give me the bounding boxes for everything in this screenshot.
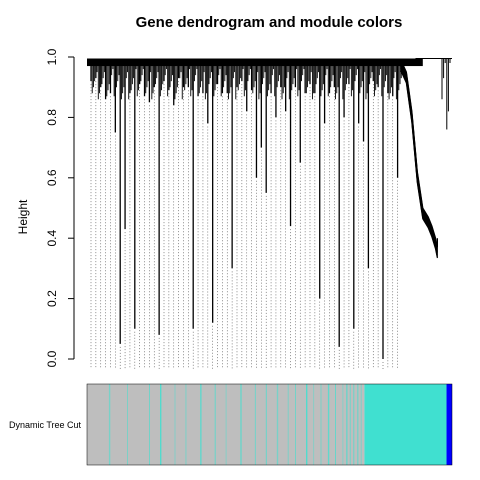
dendro-top-merge-band bbox=[87, 58, 423, 67]
module-stripe bbox=[287, 384, 289, 465]
module-color-band bbox=[86, 383, 453, 466]
module-stripe bbox=[306, 384, 308, 465]
module-stripe bbox=[240, 384, 242, 465]
module-stripe bbox=[320, 384, 322, 465]
leaf-guide-lines bbox=[90, 81, 398, 369]
chart-title: Gene dendrogram and module colors bbox=[136, 14, 403, 31]
y-tick-label: 0.2 bbox=[45, 290, 59, 307]
module-stripe bbox=[149, 384, 150, 465]
module-stripe bbox=[265, 384, 267, 465]
module-stripe bbox=[200, 384, 202, 465]
y-tick-label: 0.6 bbox=[45, 169, 59, 186]
y-axis-label: Height bbox=[16, 199, 30, 234]
dendro-cluster-curve bbox=[400, 59, 438, 248]
module-band-border bbox=[86, 383, 453, 466]
dendro-cluster-curve bbox=[400, 63, 438, 251]
module-stripe bbox=[357, 384, 359, 465]
module-stripe bbox=[185, 384, 187, 465]
module-segment-blue bbox=[446, 384, 452, 465]
module-stripe bbox=[108, 384, 111, 465]
dendro-cluster-curve bbox=[400, 70, 438, 259]
module-stripe bbox=[160, 384, 162, 465]
y-tick-label: 0.8 bbox=[45, 109, 59, 126]
dendro-cluster-curve bbox=[400, 62, 438, 250]
module-stripe bbox=[214, 384, 216, 465]
dendro-cluster-curve bbox=[400, 60, 438, 249]
y-tick-label: 1.0 bbox=[45, 48, 59, 65]
dendro-cluster-curve bbox=[400, 64, 438, 253]
module-stripe bbox=[127, 384, 128, 465]
module-stripe bbox=[254, 384, 256, 465]
module-stripe bbox=[327, 384, 330, 465]
module-segment-turquoise bbox=[364, 384, 447, 465]
module-band-label: Dynamic Tree Cut bbox=[9, 420, 82, 430]
module-stripe bbox=[276, 384, 279, 465]
y-tick-label: 0.0 bbox=[45, 350, 59, 367]
module-stripe bbox=[346, 384, 348, 465]
module-stripe bbox=[174, 384, 176, 465]
module-stripe bbox=[335, 384, 336, 465]
y-axis: 0.0 0.2 0.4 0.6 0.8 1.0 bbox=[45, 48, 75, 367]
y-tick-label: 0.4 bbox=[45, 230, 59, 247]
module-stripe bbox=[295, 384, 296, 465]
module-stripe bbox=[360, 384, 362, 465]
dendrogram-branches bbox=[87, 58, 452, 359]
module-stripe bbox=[225, 384, 227, 465]
module-stripe bbox=[313, 384, 315, 465]
module-stripe bbox=[353, 384, 355, 465]
module-stripe bbox=[342, 384, 344, 465]
module-stripe bbox=[349, 384, 351, 465]
